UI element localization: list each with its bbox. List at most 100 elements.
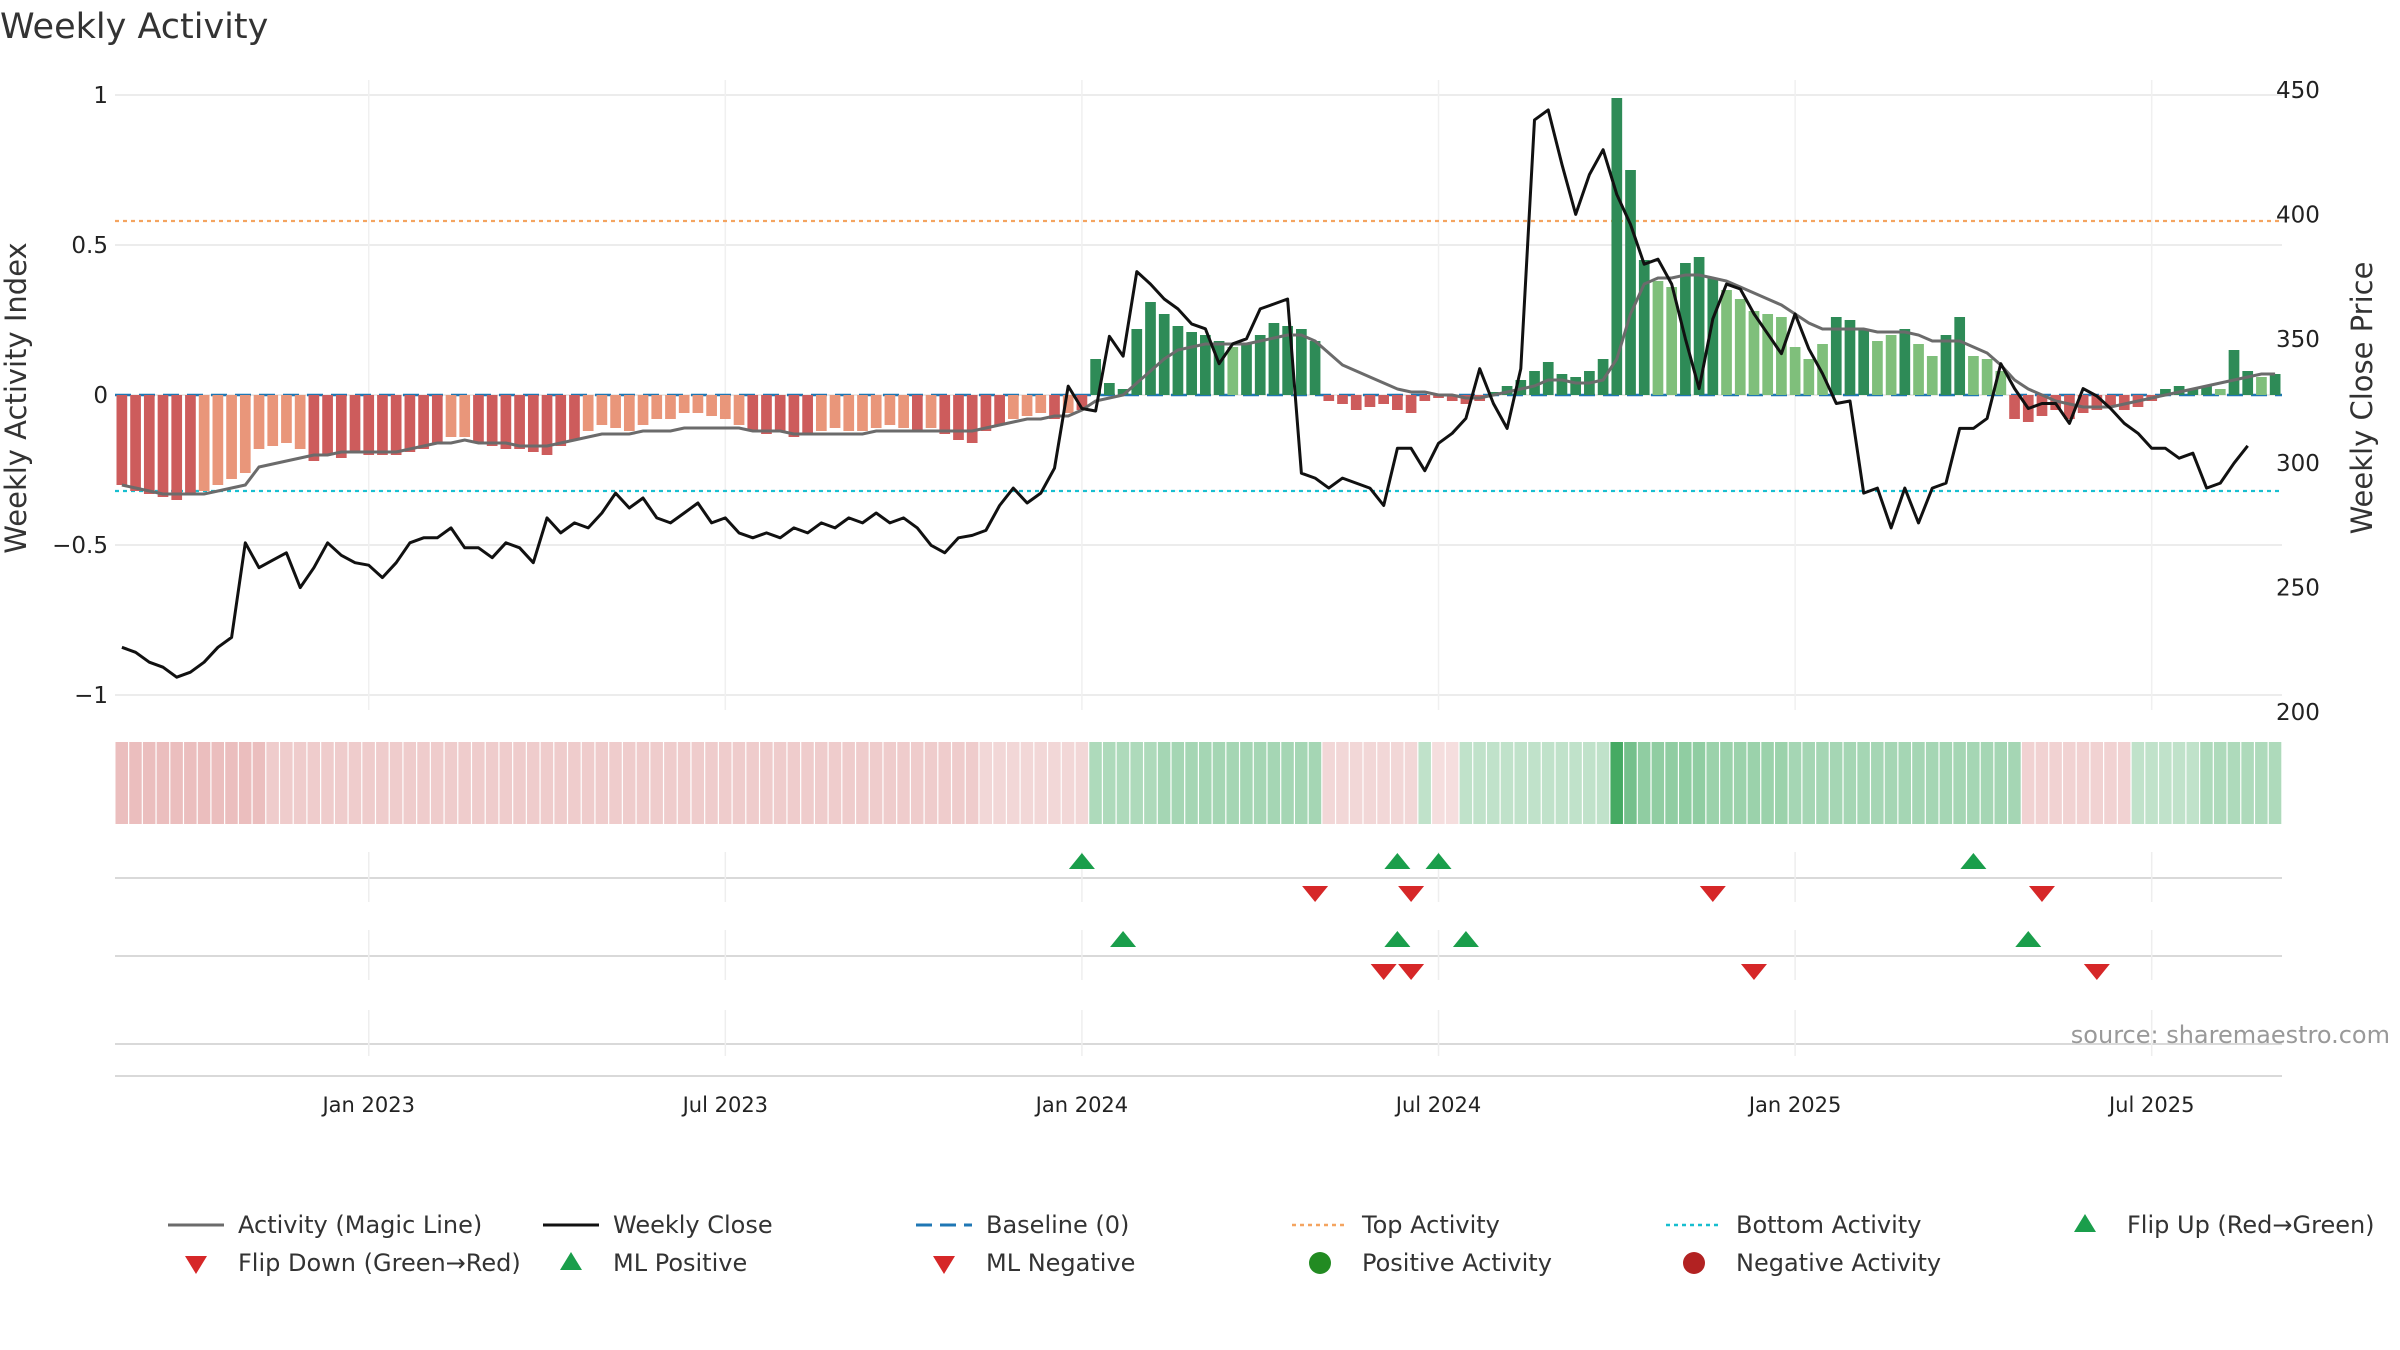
- legend-item: Flip Up (Red→Green): [2074, 1211, 2375, 1239]
- strip-cell: [746, 742, 759, 824]
- strip-cell: [1130, 742, 1143, 824]
- strip-cell: [883, 742, 897, 824]
- strip-cell: [965, 742, 979, 824]
- strip-cell: [2159, 742, 2172, 824]
- strip-cell: [1953, 742, 1966, 824]
- activity-bar: [1131, 329, 1143, 395]
- strip-cell: [1857, 742, 1870, 824]
- activity-bar: [1556, 374, 1568, 395]
- legend-item: Activity (Magic Line): [168, 1211, 482, 1239]
- strip-cell: [691, 742, 705, 824]
- legend-swatch: [560, 1252, 582, 1270]
- activity-bar: [610, 395, 621, 428]
- flip-down-marker: [1699, 886, 1726, 902]
- strip-cell: [1308, 742, 1322, 824]
- activity-bar: [2009, 395, 2020, 419]
- strip-cell: [499, 742, 513, 824]
- strip-cell: [1788, 742, 1802, 824]
- activity-bar: [1776, 317, 1787, 395]
- activity-bar: [2228, 350, 2240, 395]
- legend-swatch: [1683, 1252, 1705, 1274]
- activity-bar: [541, 395, 553, 455]
- activity-bar: [1817, 344, 1828, 395]
- strip-cell: [568, 742, 581, 824]
- activity-bar: [500, 395, 512, 449]
- legend-swatch: [185, 1256, 207, 1274]
- x-tick-label: Jan 2025: [1747, 1093, 1842, 1117]
- activity-bar: [445, 395, 457, 437]
- sentiment-strip: [115, 742, 2282, 824]
- activity-bar: [377, 395, 388, 455]
- legend-label: ML Negative: [986, 1249, 1135, 1277]
- activity-bar: [2105, 395, 2116, 407]
- strip-cell: [1980, 742, 1994, 824]
- y-axis-ticks: 1 0.5 0 −0.5 −1: [52, 83, 108, 709]
- strip-cell: [732, 742, 746, 824]
- y2-tick-label: 250: [2276, 576, 2320, 602]
- legend-label: Weekly Close: [613, 1211, 773, 1239]
- activity-bar: [1337, 395, 1348, 404]
- strip-cell: [1034, 742, 1047, 824]
- strip-cell: [1377, 742, 1390, 824]
- strip-cell: [622, 742, 636, 824]
- activity-bar: [994, 395, 1005, 425]
- source-note: source: sharemaestro.com: [2071, 1021, 2390, 1049]
- strip-cell: [2213, 742, 2227, 824]
- activity-bar: [1104, 383, 1115, 395]
- flip-down-marker: [1398, 886, 1425, 902]
- strip-cell: [430, 742, 444, 824]
- activity-bar: [198, 395, 210, 491]
- activity-bar: [788, 395, 800, 437]
- strip-cell: [1692, 742, 1706, 824]
- y-axis-label: Weekly Activity Index: [0, 242, 33, 553]
- strip-cell: [581, 742, 595, 824]
- strip-cell: [1802, 742, 1815, 824]
- strip-cell: [1116, 742, 1130, 824]
- activity-bar: [1117, 389, 1129, 395]
- flip-down-marker: [1302, 886, 1329, 902]
- activity-bar: [761, 395, 772, 434]
- strip-cell: [280, 742, 293, 824]
- activity-bar: [2091, 395, 2103, 410]
- activity-bar: [335, 395, 347, 458]
- ml-negative-marker: [1740, 964, 1767, 980]
- activity-bar: [363, 395, 375, 455]
- legend-label: Top Activity: [1361, 1211, 1500, 1239]
- strip-cell: [1651, 742, 1665, 824]
- activity-bar: [239, 395, 251, 473]
- strip-cell: [1829, 742, 1843, 824]
- chart-title: Weekly Activity: [0, 7, 268, 47]
- activity-bar: [706, 395, 717, 416]
- strip-cell: [1075, 742, 1089, 824]
- activity-bar: [486, 395, 498, 446]
- strip-cell: [1925, 742, 1939, 824]
- strip-cell: [979, 742, 993, 824]
- activity-bar: [281, 395, 292, 443]
- activity-bar: [1611, 98, 1623, 395]
- strip-cell: [1391, 742, 1404, 824]
- activity-bar: [1981, 359, 1993, 395]
- activity-bar: [1296, 329, 1307, 395]
- strip-cell: [2172, 742, 2186, 824]
- activity-bar: [1529, 371, 1540, 395]
- activity-bar: [2187, 389, 2199, 395]
- activity-bar: [130, 395, 141, 491]
- activity-bar: [2242, 371, 2254, 395]
- strip-cell: [1445, 742, 1459, 824]
- activity-bar: [747, 395, 759, 431]
- legend-swatch: [2074, 1214, 2096, 1232]
- legend-item: Negative Activity: [1683, 1249, 1941, 1277]
- activity-bar: [1405, 395, 1417, 413]
- x-tick-label: Jul 2025: [2107, 1093, 2194, 1117]
- strip-cell: [1994, 742, 2007, 824]
- y2-tick-label: 300: [2276, 451, 2320, 477]
- x-tick-label: Jan 2024: [1034, 1093, 1129, 1117]
- strip-cell: [2035, 742, 2049, 824]
- activity-bar: [1145, 302, 1156, 395]
- strip-cell: [1967, 742, 1980, 824]
- activity-bar: [1940, 335, 1952, 395]
- strip-cell: [1157, 742, 1171, 824]
- strip-cell: [2145, 742, 2158, 824]
- activity-bar: [226, 395, 237, 479]
